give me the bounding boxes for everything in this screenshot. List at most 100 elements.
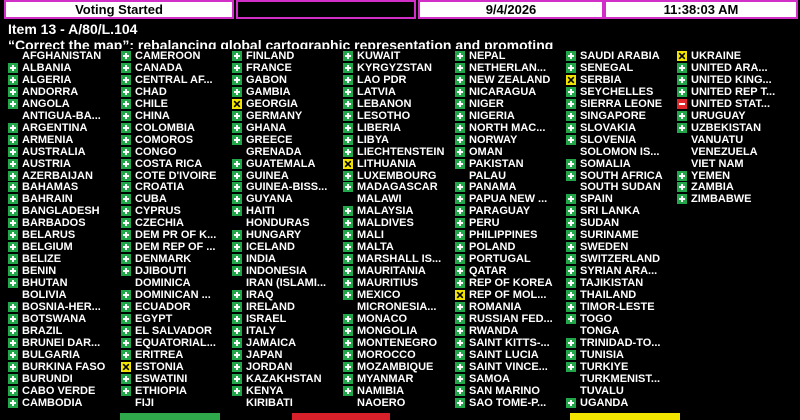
vote-yes bbox=[232, 349, 242, 360]
country-name: CANADA bbox=[135, 61, 183, 74]
vote-yes bbox=[121, 194, 131, 205]
country-name: MONTENEGRO bbox=[357, 336, 438, 349]
vote-yes bbox=[343, 98, 353, 109]
vote-yes bbox=[455, 134, 465, 145]
vote-yes bbox=[8, 337, 18, 348]
country-name: REP OF MOL... bbox=[469, 289, 547, 301]
vote-yes bbox=[232, 373, 242, 384]
vote-yes bbox=[121, 254, 131, 265]
vote-abstain bbox=[121, 361, 131, 372]
vote-yes bbox=[677, 62, 687, 73]
country-name: PALAU bbox=[469, 169, 507, 182]
vote-yes bbox=[121, 86, 131, 97]
country-name: GABON bbox=[246, 73, 287, 86]
vote-yes bbox=[455, 361, 465, 372]
country-name: INDIA bbox=[246, 253, 276, 266]
yes-total-bar bbox=[120, 413, 220, 420]
vote-yes bbox=[566, 218, 576, 229]
vote-abstain bbox=[455, 290, 465, 300]
country-name: DJIBOUTI bbox=[135, 265, 187, 278]
country-name: SAN MARINO bbox=[469, 384, 540, 397]
vote-yes bbox=[566, 397, 576, 408]
vote-yes bbox=[343, 74, 353, 85]
vote-yes bbox=[343, 313, 353, 324]
vote-yes bbox=[8, 194, 18, 205]
vote-yes bbox=[121, 230, 131, 241]
country-name: MYANMAR bbox=[357, 372, 414, 385]
country-name: SWEDEN bbox=[580, 241, 629, 254]
vote-yes bbox=[121, 122, 131, 133]
vote-yes bbox=[343, 51, 353, 61]
vote-yes bbox=[566, 301, 576, 312]
country-name: MALAWI bbox=[357, 193, 402, 206]
country-name: GAMBIA bbox=[246, 85, 291, 98]
no-total-bar bbox=[292, 413, 390, 420]
country-name: PHILIPPINES bbox=[469, 229, 538, 242]
country-name: CHINA bbox=[135, 109, 170, 122]
vote-yes bbox=[8, 373, 18, 384]
country-name: COLOMBIA bbox=[135, 121, 195, 134]
country-name: SOLOMON IS... bbox=[580, 145, 660, 158]
country-name: PAPUA NEW ... bbox=[469, 193, 548, 206]
vote-yes bbox=[566, 230, 576, 241]
vote-yes bbox=[566, 349, 576, 360]
vote-yes bbox=[455, 218, 465, 229]
vote-yes bbox=[566, 110, 576, 121]
country-name: NIGERIA bbox=[469, 109, 515, 122]
country-name: NIGER bbox=[469, 97, 504, 110]
vote-yes bbox=[455, 110, 465, 121]
vote-yes bbox=[121, 98, 131, 109]
country-name: UGANDA bbox=[580, 396, 629, 409]
vote-yes bbox=[455, 194, 465, 205]
vote-yes bbox=[8, 361, 18, 372]
vote-yes bbox=[8, 349, 18, 360]
vote-yes bbox=[121, 242, 131, 253]
vote-yes bbox=[677, 182, 687, 193]
vote-yes bbox=[566, 134, 576, 145]
country-name: TONGA bbox=[580, 324, 620, 337]
vote-yes bbox=[566, 51, 576, 61]
vote-yes bbox=[121, 134, 131, 145]
vote-yes bbox=[343, 385, 353, 396]
vote-yes bbox=[121, 325, 131, 336]
country-name: UNITED ARA... bbox=[691, 61, 768, 74]
country-name: VIET NAM bbox=[691, 157, 744, 170]
country-name: SENEGAL bbox=[580, 61, 634, 74]
vote-yes bbox=[8, 254, 18, 265]
vote-yes bbox=[232, 194, 242, 205]
country-name: GHANA bbox=[246, 121, 287, 134]
country-name: MADAGASCAR bbox=[357, 181, 438, 194]
vote-yes bbox=[343, 373, 353, 384]
vote-yes bbox=[8, 266, 18, 277]
vote-yes bbox=[8, 170, 18, 181]
vote-yes bbox=[232, 74, 242, 85]
country-name: GEORGIA bbox=[246, 97, 298, 110]
country-name: NAMIBIA bbox=[357, 384, 405, 397]
vote-yes bbox=[566, 254, 576, 265]
country-name: DOMINICAN ... bbox=[135, 289, 211, 301]
country-name: BAHAMAS bbox=[22, 181, 79, 194]
country-name: ZIMBABWE bbox=[691, 193, 752, 206]
vote-yes bbox=[455, 325, 465, 336]
country-name: ANDORRA bbox=[22, 85, 79, 98]
vote-yes bbox=[8, 242, 18, 253]
country-name: INDONESIA bbox=[246, 265, 308, 278]
vote-no bbox=[677, 98, 687, 109]
country-name: UNITED KING... bbox=[691, 73, 772, 86]
country-name: SINGAPORE bbox=[580, 109, 647, 122]
country-name: JORDAN bbox=[246, 360, 293, 373]
vote-abstain bbox=[232, 98, 242, 109]
country-name: ESWATINI bbox=[135, 372, 188, 385]
country-name: VENEZUELA bbox=[691, 145, 758, 158]
vote-yes bbox=[566, 278, 576, 289]
country-name: MEXICO bbox=[357, 289, 401, 301]
country-name: MAURITANIA bbox=[357, 265, 426, 278]
country-name: TAJIKISTAN bbox=[580, 277, 644, 290]
country-name: NORWAY bbox=[469, 133, 518, 146]
country-name: ISRAEL bbox=[246, 312, 287, 325]
country-name: SAMOA bbox=[469, 372, 510, 385]
country-name: FRANCE bbox=[246, 61, 292, 74]
vote-yes bbox=[232, 254, 242, 265]
country-name: AUSTRALIA bbox=[22, 145, 86, 158]
country-name: TURKIYE bbox=[580, 360, 629, 373]
